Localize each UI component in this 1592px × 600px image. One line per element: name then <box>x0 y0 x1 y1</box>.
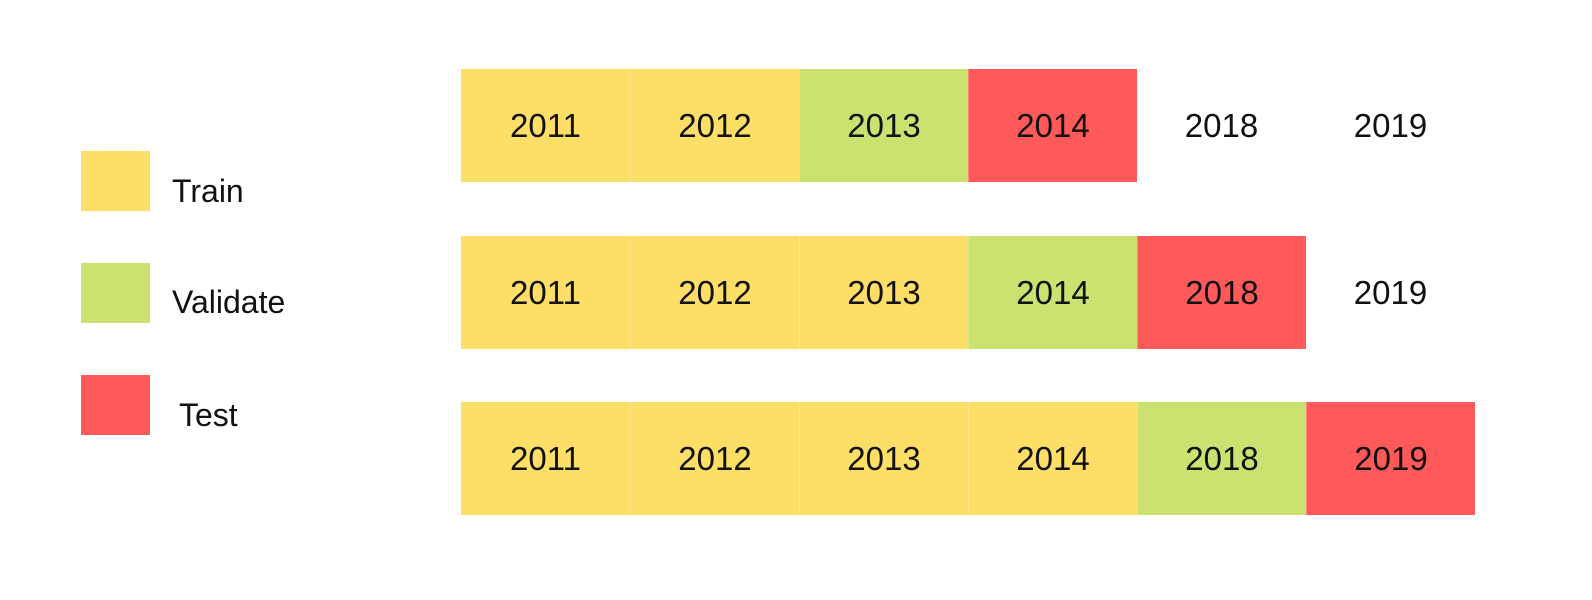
year-cell-train: 2012 <box>630 69 799 182</box>
year-cell-none: 2019 <box>1306 69 1475 182</box>
year-cell-validate: 2014 <box>968 236 1137 349</box>
legend-swatch-test <box>81 375 150 435</box>
year-cell-test: 2014 <box>968 69 1137 182</box>
year-cell-none: 2019 <box>1306 236 1475 349</box>
year-cell-test: 2018 <box>1137 236 1306 349</box>
year-cell-none: 2018 <box>1137 69 1306 182</box>
year-cell-train: 2011 <box>461 236 630 349</box>
legend-swatch-train <box>81 151 150 211</box>
legend-label-validate: Validate <box>172 284 286 320</box>
year-cell-train: 2012 <box>630 402 799 515</box>
year-cell-train: 2014 <box>968 402 1137 515</box>
year-cell-train: 2011 <box>461 69 630 182</box>
year-cell-validate: 2018 <box>1137 402 1306 515</box>
year-cell-train: 2011 <box>461 402 630 515</box>
legend-label-test: Test <box>179 397 238 433</box>
year-cell-validate: 2013 <box>799 69 968 182</box>
year-cell-test: 2019 <box>1306 402 1475 515</box>
year-cell-train: 2013 <box>799 236 968 349</box>
fold-row-1: 2011 2012 2013 2014 2018 2019 <box>461 69 1475 182</box>
year-cell-train: 2013 <box>799 402 968 515</box>
legend-label-train: Train <box>172 173 244 209</box>
fold-row-2: 2011 2012 2013 2014 2018 2019 <box>461 236 1475 349</box>
year-cell-train: 2012 <box>630 236 799 349</box>
fold-row-3: 2011 2012 2013 2014 2018 2019 <box>461 402 1475 515</box>
legend-swatch-validate <box>81 263 150 323</box>
